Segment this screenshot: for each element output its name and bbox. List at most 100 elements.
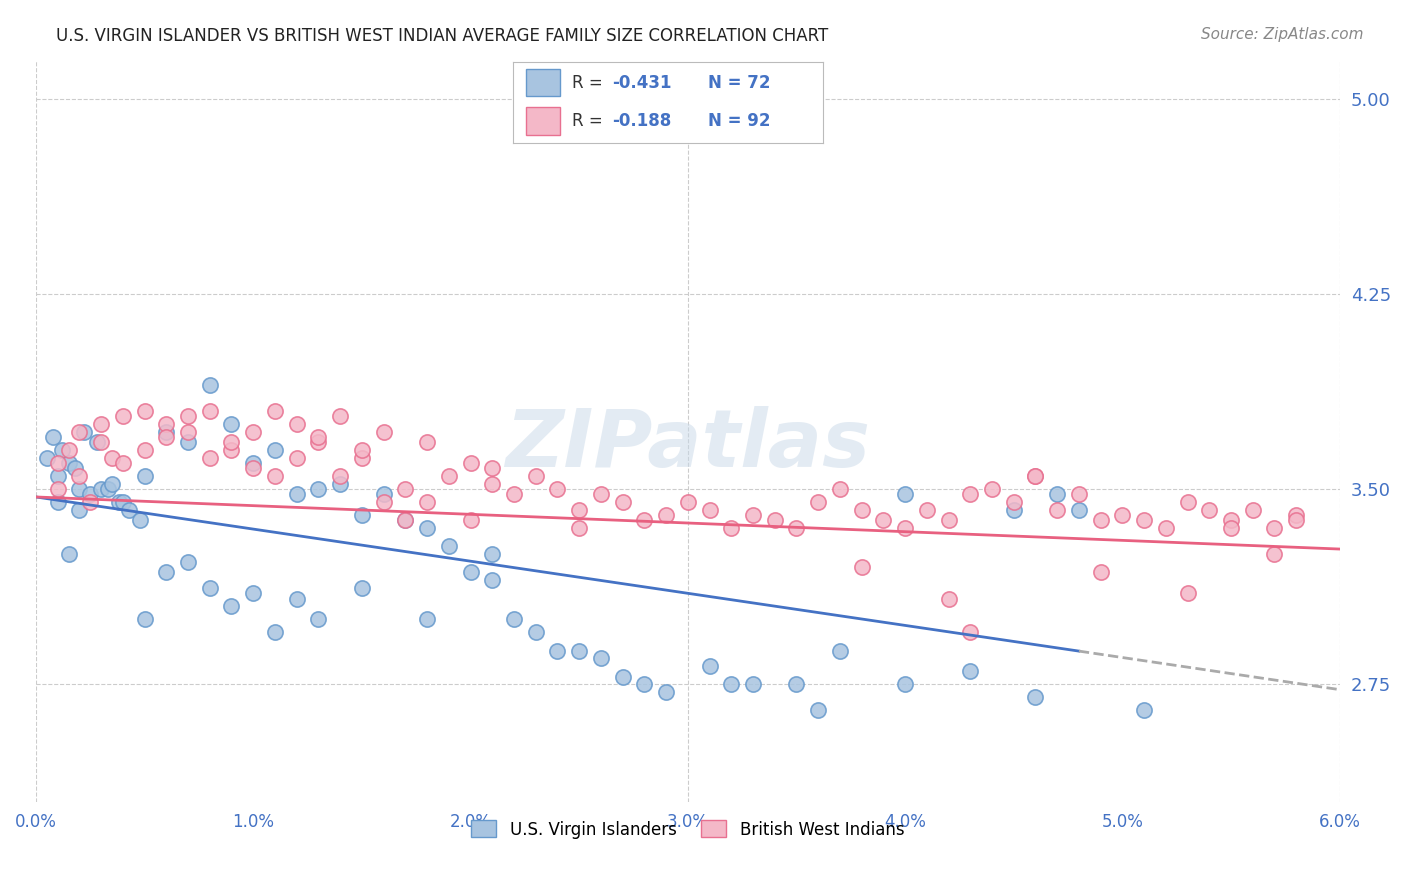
Point [938, 591, 960, 606]
Point [350, 450, 373, 465]
Point [373, 495, 395, 509]
Point [285, 417, 308, 431]
Point [373, 487, 395, 501]
Point [720, 677, 742, 691]
Point [524, 625, 547, 640]
Point [437, 469, 460, 483]
Point [242, 586, 264, 600]
Point [1263, 547, 1285, 561]
Point [503, 487, 526, 501]
Text: U.S. VIRGIN ISLANDER VS BRITISH WEST INDIAN AVERAGE FAMILY SIZE CORRELATION CHAR: U.S. VIRGIN ISLANDER VS BRITISH WEST IND… [56, 27, 828, 45]
Point [568, 503, 591, 517]
Point [959, 487, 981, 501]
Point [198, 450, 221, 465]
Point [416, 495, 439, 509]
Point [524, 469, 547, 483]
Point [394, 513, 416, 527]
Point [742, 508, 765, 523]
Point [90, 482, 112, 496]
Point [329, 469, 352, 483]
Point [763, 513, 786, 527]
Point [177, 435, 200, 450]
Point [460, 513, 482, 527]
Point [155, 566, 177, 580]
Point [1285, 513, 1308, 527]
Point [872, 513, 894, 527]
Point [111, 456, 134, 470]
Point [1154, 521, 1177, 535]
Point [959, 625, 981, 640]
Text: ZIPatlas: ZIPatlas [505, 407, 870, 484]
Point [329, 477, 352, 491]
Point [785, 677, 807, 691]
Point [134, 469, 156, 483]
Text: -0.188: -0.188 [612, 112, 672, 130]
Point [79, 487, 101, 501]
Point [1177, 586, 1199, 600]
Point [129, 513, 152, 527]
Point [394, 513, 416, 527]
Point [307, 435, 329, 450]
Point [546, 482, 568, 496]
Point [350, 508, 373, 523]
Point [1263, 521, 1285, 535]
Point [1067, 503, 1090, 517]
Point [633, 677, 655, 691]
Point [394, 482, 416, 496]
Point [264, 469, 287, 483]
Point [568, 643, 591, 657]
Point [221, 417, 243, 431]
Point [589, 651, 612, 665]
Point [307, 612, 329, 626]
Point [807, 703, 830, 717]
Point [264, 443, 287, 458]
Legend: U.S. Virgin Islanders, British West Indians: U.S. Virgin Islanders, British West Indi… [464, 814, 911, 846]
Point [46, 469, 69, 483]
Point [134, 443, 156, 458]
Point [1220, 513, 1243, 527]
Point [350, 443, 373, 458]
Point [155, 430, 177, 444]
Point [1024, 469, 1046, 483]
Text: N = 72: N = 72 [709, 73, 770, 92]
Point [481, 461, 503, 475]
Point [1090, 566, 1112, 580]
Point [221, 599, 243, 614]
Point [742, 677, 765, 691]
Point [589, 487, 612, 501]
Point [851, 503, 873, 517]
Point [264, 404, 287, 418]
Point [242, 456, 264, 470]
Point [655, 685, 678, 699]
Point [416, 521, 439, 535]
Point [481, 547, 503, 561]
Point [1046, 503, 1069, 517]
Point [1090, 513, 1112, 527]
Text: N = 92: N = 92 [709, 112, 770, 130]
Point [676, 495, 699, 509]
Point [915, 503, 938, 517]
Point [285, 591, 308, 606]
Text: -0.431: -0.431 [612, 73, 672, 92]
Point [1241, 503, 1264, 517]
Text: Source: ZipAtlas.com: Source: ZipAtlas.com [1201, 27, 1364, 42]
Point [118, 503, 141, 517]
Point [1002, 503, 1025, 517]
Point [699, 503, 721, 517]
Point [938, 513, 960, 527]
Point [42, 430, 65, 444]
Point [503, 612, 526, 626]
Point [1220, 521, 1243, 535]
Point [285, 450, 308, 465]
Point [373, 425, 395, 439]
Point [1177, 495, 1199, 509]
Point [155, 425, 177, 439]
Point [437, 540, 460, 554]
Point [242, 425, 264, 439]
Point [111, 409, 134, 424]
Point [58, 547, 80, 561]
Point [101, 477, 124, 491]
Point [1198, 503, 1220, 517]
Point [959, 665, 981, 679]
Point [612, 670, 634, 684]
